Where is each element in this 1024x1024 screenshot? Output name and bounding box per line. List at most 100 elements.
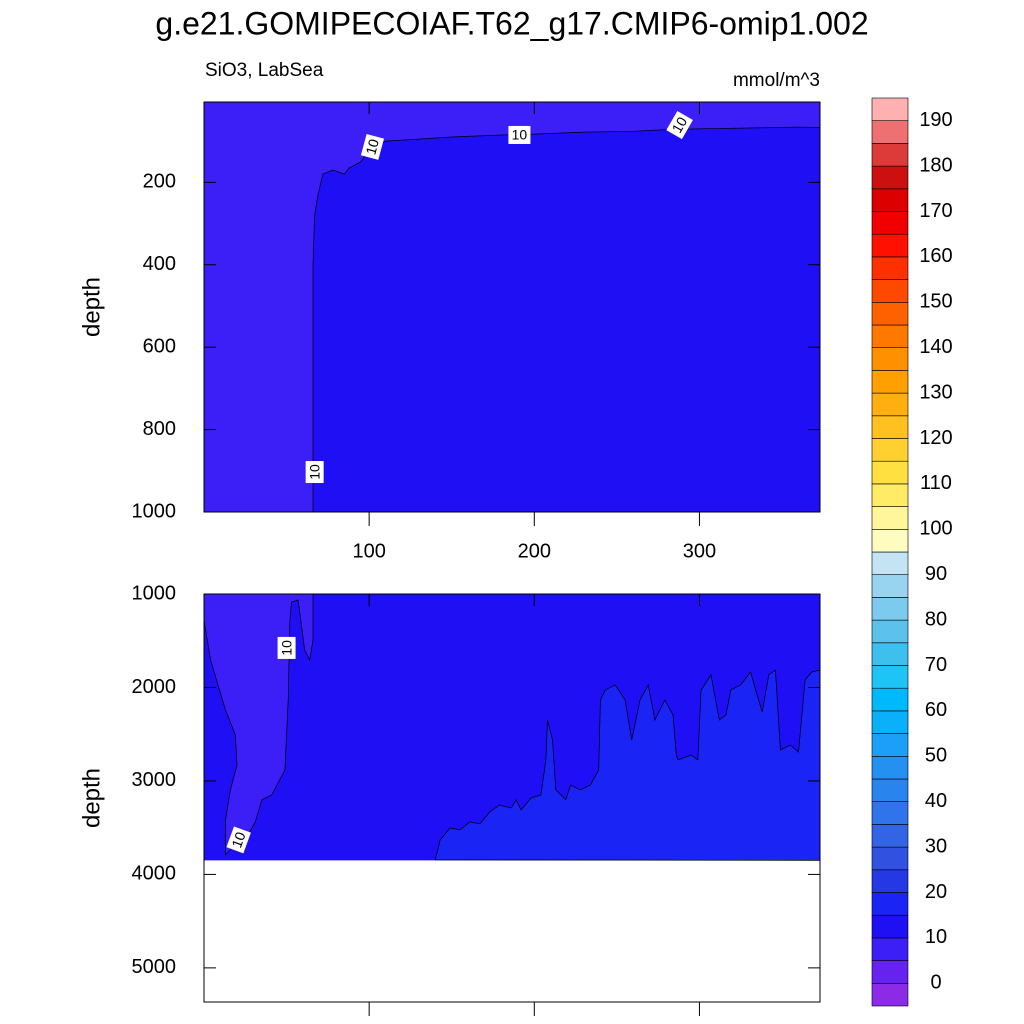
- colorbar-box: [871, 551, 909, 576]
- y-axis-label: depth: [78, 768, 105, 828]
- plot-area: [204, 594, 820, 861]
- y-tick-label: 400: [143, 253, 176, 275]
- colorbar-box: [871, 460, 909, 485]
- colorbar-box: [871, 143, 909, 167]
- y-tick-label: 1000: [132, 500, 177, 522]
- colorbar-label: 140: [919, 336, 952, 358]
- contour-region: [204, 594, 314, 856]
- colorbar-box: [871, 710, 909, 734]
- contour-label: 10: [666, 111, 693, 140]
- colorbar-box: [871, 824, 909, 848]
- contour-region: [434, 669, 820, 861]
- plot-area: [204, 102, 820, 512]
- contour-label-box: [360, 133, 384, 160]
- colorbar-label: 30: [925, 835, 947, 857]
- contour-label-text: 10: [228, 830, 248, 850]
- contour-label-box: [666, 111, 693, 140]
- colorbar-box: [871, 755, 909, 780]
- colorbar-label: 120: [919, 427, 952, 449]
- colorbar-box: [871, 438, 909, 462]
- colorbar-box: [871, 279, 909, 303]
- colorbar-box: [871, 778, 909, 803]
- colorbar-box: [871, 801, 909, 825]
- contour-label-box: [305, 461, 324, 484]
- colorbar-box: [871, 642, 909, 666]
- y-tick-label: 800: [143, 418, 176, 440]
- contour-label-text: 10: [362, 137, 382, 156]
- colorbar-box: [871, 528, 909, 553]
- colorbar-box: [871, 733, 909, 757]
- colorbar-box: [871, 914, 909, 939]
- colorbar-label: 150: [919, 291, 952, 313]
- contour-label-text: 10: [306, 464, 322, 480]
- colorbar-label: 90: [925, 563, 947, 585]
- colorbar-label: 110: [920, 472, 952, 494]
- colorbar-label: 170: [919, 200, 952, 222]
- colorbar-label: 0: [930, 972, 941, 994]
- colorbar-box: [871, 665, 909, 689]
- colorbar-box: [871, 597, 909, 621]
- colorbar-box: [871, 347, 909, 371]
- colorbar-box: [871, 301, 909, 326]
- x-tick-label: 200: [518, 540, 551, 562]
- colorbar-box: [871, 687, 909, 712]
- plot-frame: [203, 101, 821, 513]
- colorbar-box: [871, 165, 909, 190]
- colorbar-box: [871, 619, 909, 644]
- contour-region: [204, 102, 820, 512]
- colorbar-label: 180: [919, 154, 952, 176]
- colorbar-label: 100: [919, 518, 952, 540]
- colorbar-box: [871, 483, 909, 507]
- colorbar-box: [871, 960, 909, 984]
- colorbar-label: 190: [919, 109, 952, 131]
- contour-region: [204, 102, 820, 512]
- colorbar-label: 50: [925, 745, 947, 767]
- y-tick-label: 200: [143, 171, 176, 193]
- colorbar-box: [871, 869, 909, 893]
- contour-label-box: [508, 125, 531, 144]
- colorbar-label: 20: [925, 881, 947, 903]
- colorbar-box: [871, 506, 909, 530]
- contour-label: 10: [305, 461, 324, 484]
- x-tick-label: 100: [352, 540, 385, 562]
- colorbar-box: [871, 324, 909, 349]
- contour-label: 10: [226, 826, 251, 854]
- contour-label: 10: [277, 636, 296, 659]
- contour-label-text: 10: [278, 640, 294, 656]
- colorbar-box: [871, 233, 909, 258]
- colorbar-box: [871, 982, 909, 1007]
- y-tick-label: 3000: [132, 769, 177, 791]
- colorbar-box: [871, 392, 909, 417]
- contour-label-box: [277, 636, 296, 659]
- colorbar-box: [871, 97, 909, 122]
- plot-frame: [203, 593, 821, 1003]
- colorbar-label: 80: [925, 608, 947, 630]
- colorbar-label: 130: [919, 381, 952, 403]
- x-tick-label: 300: [683, 540, 716, 562]
- contour-label: 10: [508, 125, 531, 144]
- colorbar-box: [871, 937, 909, 961]
- contour-label-box: [226, 826, 251, 854]
- colorbar-box: [871, 846, 909, 871]
- colorbar-box: [871, 211, 909, 235]
- y-axis-label: depth: [78, 277, 105, 337]
- colorbar-box: [871, 188, 909, 212]
- contour-label: 10: [360, 133, 384, 160]
- colorbar-box: [871, 370, 909, 394]
- colorbar-label: 40: [925, 790, 947, 812]
- y-tick-label: 5000: [132, 956, 177, 978]
- colorbar-box: [871, 574, 909, 598]
- subtitle-right: mmol/m^3: [733, 70, 820, 91]
- colorbar-label: 70: [925, 654, 947, 676]
- colorbar-box: [871, 120, 909, 144]
- y-tick-label: 600: [143, 335, 176, 357]
- chart-title: g.e21.GOMIPECOIAF.T62_g17.CMIP6-omip1.00…: [155, 5, 868, 41]
- colorbar-label: 10: [925, 926, 947, 948]
- y-tick-label: 4000: [132, 863, 177, 885]
- y-tick-label: 1000: [132, 582, 177, 604]
- colorbar-label: 60: [925, 699, 947, 721]
- colorbar-box: [871, 415, 909, 439]
- colorbar-label: 160: [919, 245, 952, 267]
- colorbar-box: [871, 892, 909, 916]
